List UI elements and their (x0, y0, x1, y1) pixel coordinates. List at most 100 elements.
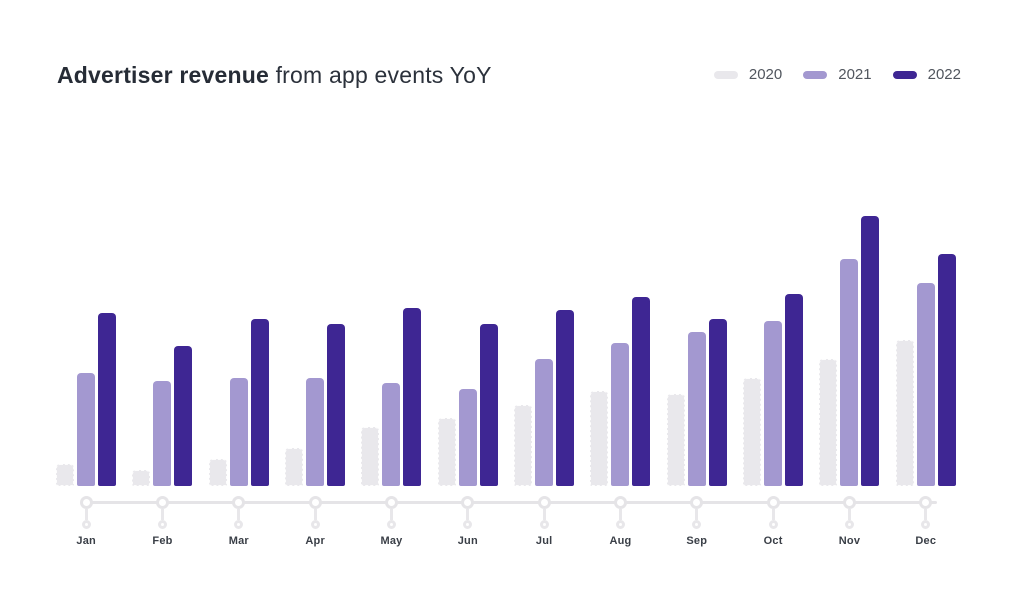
bar-2021-Jun[interactable] (458, 389, 477, 486)
axis-stem-icon (542, 509, 546, 520)
bar-2021-Jul[interactable] (535, 359, 554, 486)
bar-2022-Aug[interactable] (632, 297, 651, 486)
axis-node-Jul: Jul (506, 496, 582, 547)
legend-item-2020[interactable]: 2020 (713, 66, 783, 83)
bar-2022-Apr[interactable] (327, 324, 346, 486)
axis-stem-icon (771, 509, 775, 520)
bar-2021-Mar[interactable] (229, 378, 248, 486)
bar-chart (48, 214, 964, 486)
bar-2020-May[interactable] (361, 427, 380, 486)
axis-small-circle-icon (310, 520, 320, 529)
bar-2021-Oct[interactable] (764, 321, 783, 486)
bar-2020-Jun[interactable] (437, 418, 456, 486)
month-label: Mar (228, 535, 249, 547)
bar-2020-Jul[interactable] (514, 405, 533, 486)
axis-stem-icon (389, 509, 393, 520)
bar-2022-Feb[interactable] (174, 346, 193, 486)
legend-label: 2020 (748, 66, 783, 83)
axis-node-Apr: Apr (277, 496, 353, 547)
axis-node-Sep: Sep (659, 496, 735, 547)
bar-2022-Dec[interactable] (937, 254, 956, 486)
axis-small-circle-icon (234, 520, 244, 529)
bar-2022-Jul[interactable] (556, 310, 575, 486)
bar-2022-Sep[interactable] (708, 319, 727, 486)
bar-group-Nov (811, 214, 887, 486)
bar-2020-Sep[interactable] (666, 394, 685, 486)
axis-node-Jan: Jan (48, 496, 124, 547)
legend-label: 2022 (927, 66, 961, 83)
bar-2021-Dec[interactable] (916, 283, 935, 486)
bar-group-Mar (201, 214, 277, 486)
bar-2021-Aug[interactable] (611, 343, 630, 486)
bar-2022-Jan[interactable] (98, 313, 117, 486)
axis-stem-icon (237, 509, 241, 520)
bar-2020-Aug[interactable] (590, 391, 609, 486)
legend-item-2022[interactable]: 2022 (892, 66, 961, 83)
month-label: Jul (535, 535, 553, 547)
axis-node-Oct: Oct (735, 496, 811, 547)
bar-2021-Feb[interactable] (153, 381, 172, 486)
bar-2022-Jun[interactable] (479, 324, 498, 486)
axis-circle-icon (690, 496, 704, 509)
bar-2020-Dec[interactable] (895, 340, 914, 486)
axis-circle-icon (155, 496, 169, 509)
bar-group-Sep (659, 214, 735, 486)
bar-2020-Feb[interactable] (132, 470, 151, 486)
bar-2020-Oct[interactable] (743, 378, 762, 486)
bar-2020-Nov[interactable] (819, 359, 838, 486)
axis-node-Jun: Jun (430, 496, 506, 547)
axis-circle-icon (232, 496, 246, 509)
bar-2022-Nov[interactable] (861, 216, 880, 486)
bar-2020-Mar[interactable] (208, 459, 227, 486)
legend-swatch-icon-2020 (713, 70, 738, 79)
bar-2021-Nov[interactable] (840, 259, 859, 486)
axis-circle-icon (919, 496, 933, 509)
month-label: Jun (457, 535, 478, 547)
axis-stem-icon (924, 509, 928, 520)
axis-circle-icon (461, 496, 475, 509)
axis-stem-icon (160, 509, 164, 520)
bar-2021-Jan[interactable] (77, 373, 96, 486)
axis-circle-icon (766, 496, 780, 509)
axis-small-circle-icon (463, 520, 473, 529)
bar-2021-Sep[interactable] (687, 332, 706, 486)
axis-node-Feb: Feb (124, 496, 200, 547)
bar-2022-Mar[interactable] (250, 319, 269, 486)
axis-node-Mar: Mar (201, 496, 277, 547)
axis-node-Nov: Nov (811, 496, 887, 547)
chart-header: Advertiser revenue from app events YoY 2… (57, 60, 961, 90)
bar-2021-Apr[interactable] (306, 378, 325, 486)
axis-circle-icon (613, 496, 627, 509)
page-title: Advertiser revenue from app events YoY (57, 60, 492, 90)
axis-small-circle-icon (157, 520, 167, 529)
month-label: Oct (763, 535, 783, 547)
axis-circle-icon (308, 496, 322, 509)
bar-2022-May[interactable] (403, 308, 422, 486)
month-label: Feb (152, 535, 173, 547)
bar-group-May (353, 214, 429, 486)
axis-node-May: May (353, 496, 429, 547)
bar-2022-Oct[interactable] (785, 294, 804, 486)
bar-group-Jun (430, 214, 506, 486)
axis-circle-icon (842, 496, 856, 509)
month-label: Nov (838, 535, 861, 547)
bar-group-Oct (735, 214, 811, 486)
legend-item-2021[interactable]: 2021 (803, 66, 872, 83)
axis-circle-icon (79, 496, 93, 509)
page-title-regular: from app events YoY (275, 62, 492, 88)
month-label: Sep (686, 535, 708, 547)
axis-small-circle-icon (768, 520, 778, 529)
axis-stem-icon (313, 509, 317, 520)
bar-2021-May[interactable] (382, 383, 401, 486)
bar-2020-Jan[interactable] (56, 464, 75, 486)
legend-label: 2021 (838, 66, 872, 83)
axis-stem-icon (847, 509, 851, 520)
axis-node-Dec: Dec (888, 496, 964, 547)
bar-2020-Apr[interactable] (285, 448, 304, 486)
page-title-bold: Advertiser revenue (57, 62, 269, 88)
month-label: Dec (915, 535, 937, 547)
axis-small-circle-icon (921, 520, 931, 529)
axis-small-circle-icon (615, 520, 625, 529)
month-label: Apr (305, 535, 325, 547)
axis-small-circle-icon (81, 520, 91, 529)
